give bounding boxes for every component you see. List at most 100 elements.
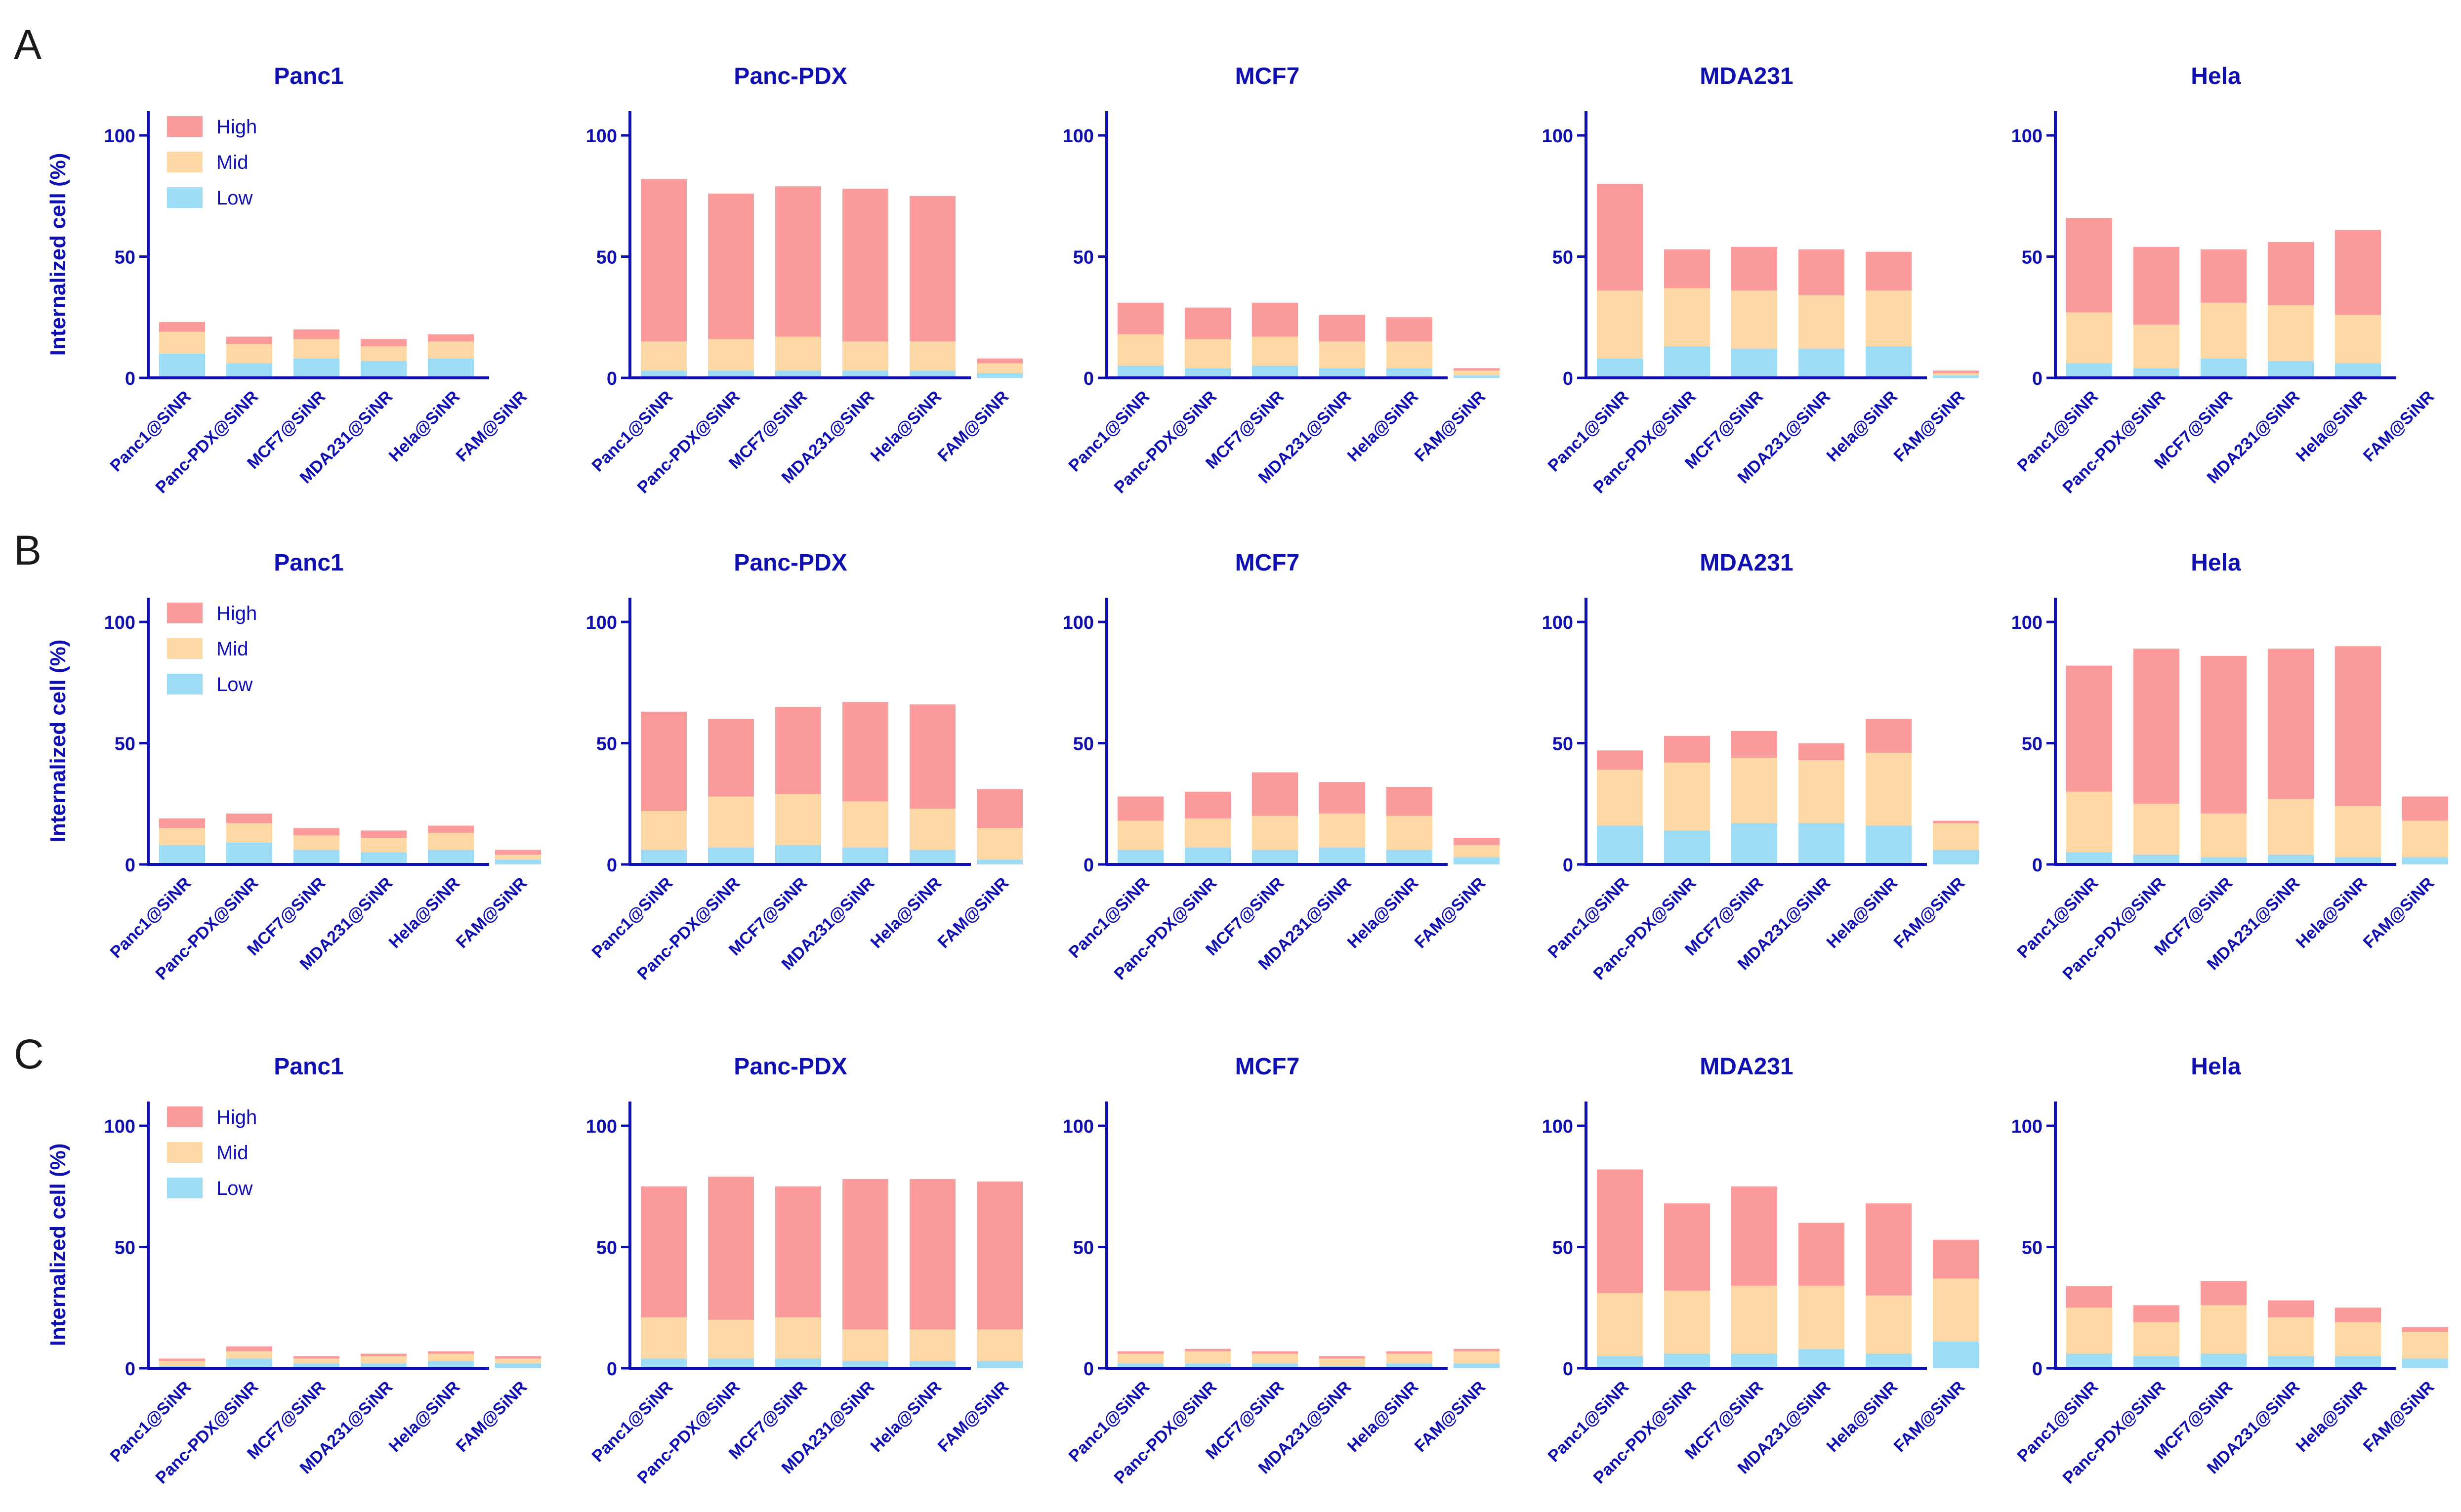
bar-segment-low <box>1454 375 1500 378</box>
y-tick-label: 100 <box>2011 1116 2043 1137</box>
bar-segment-low <box>1731 349 1777 378</box>
bar-segment-high <box>910 196 956 342</box>
bar-segment-mid <box>977 363 1023 373</box>
bar-segment-high <box>1597 750 1643 770</box>
legend-label-high: High <box>216 116 257 138</box>
bar-segment-high <box>1866 719 1912 753</box>
bar-segment-mid <box>641 341 687 371</box>
bar-segment-low <box>1185 368 1231 378</box>
chart-B-mcf7: MCF7Panc1@SiNRPanc-PDX@SiNRMCF7@SiNRMDA2… <box>1063 550 1500 983</box>
bar-segment-low <box>2201 857 2247 864</box>
bar-segment-low <box>1866 346 1912 378</box>
bar-segment-mid <box>1386 816 1432 850</box>
y-tick-label: 100 <box>1542 126 1573 147</box>
y-tick-label: 0 <box>607 1359 617 1380</box>
y-tick-label: 0 <box>125 1359 135 1380</box>
y-tick-label: 100 <box>104 613 135 633</box>
y-tick-label: 100 <box>1063 1116 1094 1137</box>
bar-segment-mid <box>2133 1322 2179 1356</box>
x-tick-label: FAM@SiNR <box>934 1378 1013 1456</box>
bar-segment-low <box>428 850 474 864</box>
y-tick-label: 100 <box>586 613 617 633</box>
bar-segment-mid <box>1597 1293 1643 1356</box>
bar-segment-mid <box>977 828 1023 860</box>
y-tick-label: 50 <box>1073 1238 1094 1259</box>
bar-segment-high <box>428 825 474 833</box>
bar-segment-high <box>2268 242 2314 305</box>
bar-segment-low <box>1798 1349 1844 1368</box>
bar-segment-low <box>495 859 541 864</box>
bar-segment-high <box>2201 249 2247 303</box>
y-tick-label: 50 <box>115 247 135 268</box>
bar-segment-high <box>775 1186 821 1317</box>
y-tick-label: 50 <box>1073 734 1094 755</box>
y-tick-label: 0 <box>607 855 617 876</box>
bar-segment-low <box>2402 857 2448 864</box>
bar-segment-high <box>2066 1286 2112 1308</box>
chart-A-mcf7: MCF7Panc1@SiNRPanc-PDX@SiNRMCF7@SiNRMDA2… <box>1063 63 1500 497</box>
bar-segment-mid <box>910 809 956 850</box>
bar-segment-high <box>1866 1203 1912 1296</box>
y-axis-label: Internalized cell (%) <box>46 153 70 356</box>
bar-segment-low <box>1454 1363 1500 1368</box>
x-tick-label: Hela@SiNR <box>385 387 464 466</box>
bar-segment-mid <box>361 346 407 361</box>
x-tick-label: FAM@SiNR <box>453 874 531 952</box>
bar-segment-high <box>1454 1349 1500 1351</box>
bar-segment-mid <box>2133 325 2179 368</box>
x-tick-label: Hela@SiNR <box>385 874 464 952</box>
bar-segment-low <box>641 850 687 864</box>
bar-segment-high <box>1319 315 1365 342</box>
bar-segment-mid <box>2335 1322 2381 1356</box>
bar-segment-mid <box>2268 799 2314 855</box>
bar-segment-mid <box>159 1361 205 1366</box>
chart-C-panc-pdx: Panc-PDXPanc1@SiNRPanc-PDX@SiNRMCF7@SiNR… <box>586 1054 1023 1487</box>
bar-segment-mid <box>775 336 821 371</box>
bar-segment-mid <box>1933 373 1979 376</box>
bar-segment-low <box>2335 363 2381 378</box>
y-tick-label: 50 <box>115 734 135 755</box>
bar-segment-mid <box>1454 1351 1500 1364</box>
y-tick-label: 100 <box>1063 613 1094 633</box>
y-tick-label: 0 <box>607 368 617 389</box>
bar-segment-mid <box>1252 336 1298 366</box>
bar-segment-mid <box>1798 295 1844 349</box>
bar-segment-low <box>226 1358 272 1368</box>
bar-segment-high <box>361 339 407 347</box>
chart-title: MCF7 <box>1235 1054 1300 1080</box>
bar-segment-high <box>708 719 754 797</box>
bar-segment-low <box>159 353 205 378</box>
bar-segment-low <box>842 847 888 864</box>
bar-segment-low <box>428 358 474 378</box>
bar-segment-low <box>495 1363 541 1368</box>
bar-segment-high <box>2335 1308 2381 1322</box>
chart-title: Hela <box>2191 550 2241 576</box>
bar-segment-mid <box>641 811 687 850</box>
bar-segment-low <box>977 373 1023 378</box>
bar-segment-mid <box>977 1329 1023 1361</box>
bar-segment-high <box>2201 655 2247 814</box>
bar-segment-high <box>2402 796 2448 821</box>
legend-label-mid: Mid <box>216 638 248 660</box>
bar-segment-low <box>2268 855 2314 864</box>
bar-segment-mid <box>2066 791 2112 853</box>
bar-segment-high <box>1252 302 1298 337</box>
x-tick-label: Hela@SiNR <box>385 1378 464 1456</box>
chart-title: Hela <box>2191 63 2241 89</box>
bar-segment-high <box>1664 736 1710 763</box>
legend-swatch-high <box>167 116 203 137</box>
bar-segment-mid <box>2402 820 2448 858</box>
legend-label-low: Low <box>216 674 252 695</box>
chart-title: Panc-PDX <box>734 550 847 576</box>
x-tick-label: Hela@SiNR <box>1823 387 1902 466</box>
y-tick-label: 100 <box>104 126 135 147</box>
bar-segment-high <box>1731 1186 1777 1286</box>
bar-segment-high <box>775 186 821 337</box>
bar-segment-mid <box>1597 290 1643 359</box>
bar-segment-mid <box>842 801 888 848</box>
bar-segment-mid <box>293 835 339 850</box>
y-tick-label: 0 <box>125 368 135 389</box>
x-tick-label: Hela@SiNR <box>1344 387 1422 466</box>
bar-segment-mid <box>775 1317 821 1359</box>
y-axis-label: Internalized cell (%) <box>46 1144 70 1347</box>
